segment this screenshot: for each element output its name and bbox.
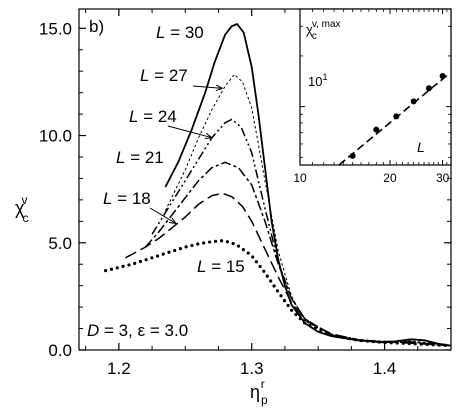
arrow-l27	[192, 85, 223, 89]
arrow-l18-head	[168, 217, 177, 224]
inset-x-tick-label: 10	[293, 171, 307, 185]
y-tick-label: 0.0	[48, 341, 72, 360]
inset-y-tick-label: 101	[308, 72, 327, 89]
inset-data-point	[410, 98, 417, 105]
x-tick-label: 1.4	[373, 359, 397, 378]
main-ticks: 1.2 1.3 1.4 0.0 5.0 10.0 15.0	[39, 9, 452, 378]
series-label-l24: L = 24	[129, 107, 177, 126]
inset-data-point	[425, 85, 432, 92]
x-tick-label: 1.2	[107, 359, 131, 378]
y-tick-label: 5.0	[48, 234, 72, 253]
series-label-l27: L = 27	[140, 66, 188, 85]
series-label-l18: L = 18	[103, 189, 151, 208]
x-tick-label: 1.3	[240, 359, 264, 378]
inset-x-tick-label: 30	[436, 171, 450, 185]
x-axis-label: ηpr	[250, 377, 268, 407]
main-series	[104, 23, 453, 348]
y-tick-label: 10.0	[39, 127, 72, 146]
inset-data-point	[393, 113, 400, 120]
series-line-5	[104, 239, 453, 348]
inset-y-label: χcv, max	[306, 19, 341, 42]
params-annotation: D = 3, ε = 3.0	[87, 321, 188, 340]
y-tick-label: 15.0	[39, 19, 72, 38]
inset-ticks: 10 20 30	[293, 9, 451, 185]
y-axis-label: χcv	[15, 193, 28, 225]
series-label-l21: L = 21	[116, 148, 164, 167]
arrow-l24-head	[204, 132, 213, 140]
arrow-l27-head	[215, 84, 223, 92]
series-label-l30: L = 30	[156, 23, 204, 42]
inset-data-point	[349, 152, 356, 159]
series-line-3	[144, 161, 452, 347]
series-line-4	[125, 192, 452, 347]
panel-label: b)	[89, 17, 104, 36]
inset-x-tick-label: 20	[383, 171, 397, 185]
inset-data-point	[439, 72, 446, 79]
arrow-l24	[167, 125, 212, 139]
main-plot-frame	[78, 8, 452, 351]
inset-frame	[299, 8, 452, 166]
inset-points	[349, 72, 446, 159]
inset-x-label: L	[417, 139, 425, 155]
inset-data-point	[373, 126, 380, 133]
label-arrows	[149, 84, 223, 224]
series-label-l15: L = 15	[197, 257, 245, 276]
arrow-l18	[149, 207, 177, 224]
